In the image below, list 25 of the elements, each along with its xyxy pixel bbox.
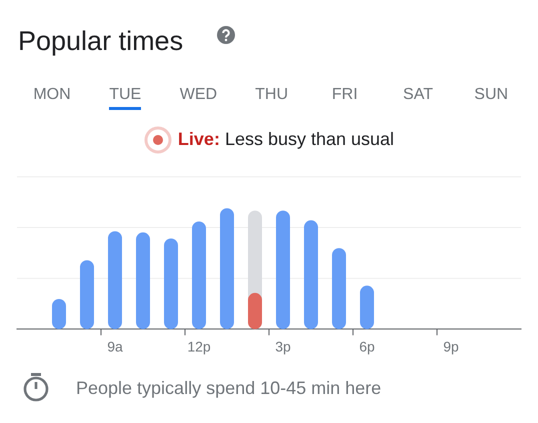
text: WED [180,86,218,104]
text: MON [33,86,71,104]
legend-label: Live: [178,128,221,149]
chart-title: Popular times [18,26,184,57]
text: FRI [332,86,358,104]
bar [108,231,122,330]
text: TUE [109,86,142,104]
text: People typically spend 10-45 min here [76,378,382,399]
x-tick-label: 12p [187,338,211,354]
bar [136,232,150,330]
text: SUN [474,86,508,104]
bar [304,220,318,330]
x-tick-label: 6p [359,338,375,354]
x-tick-label: 9a [107,338,123,354]
chart-subtitle: Less busy than usual [224,128,394,149]
bar [276,210,290,330]
x-tick-label: 3p [275,338,291,354]
bar [192,222,206,330]
bar [80,260,94,330]
x-tick-label: 9p [443,338,459,354]
bar [164,238,178,330]
text: THU [255,86,288,104]
text: SAT [403,86,433,104]
bar [332,248,346,330]
bar [220,208,234,330]
